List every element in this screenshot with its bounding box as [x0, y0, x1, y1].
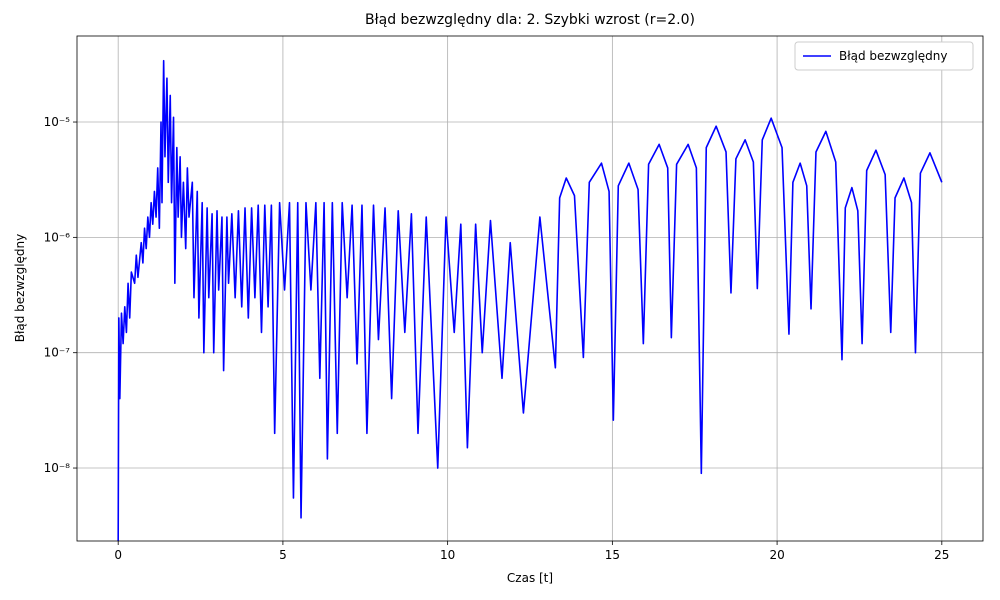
x-tick-label: 10 [440, 548, 455, 562]
chart-title: Błąd bezwzględny dla: 2. Szybki wzrost (… [365, 12, 695, 28]
y-axis-label: Błąd bezwzględny [13, 234, 27, 343]
x-tick-label: 15 [605, 548, 620, 562]
legend-box [794, 41, 974, 71]
line-series [117, 59, 943, 541]
axes-frame [76, 35, 984, 542]
y-tick-label: 10⁻⁸ [44, 461, 71, 475]
x-tick-label: 0 [114, 548, 122, 562]
y-tick-label: 10⁻⁵ [44, 115, 71, 129]
x-axis-label: Czas [t] [507, 571, 553, 585]
x-tick-label: 5 [279, 548, 287, 562]
x-tick-label: 25 [934, 548, 949, 562]
plot-area [117, 59, 943, 541]
legend-label: Błąd bezwzględny [839, 49, 948, 63]
y-tick-label: 10⁻⁷ [44, 346, 71, 360]
y-tick-label: 10⁻⁶ [44, 230, 71, 244]
x-tick-label: 20 [769, 548, 784, 562]
